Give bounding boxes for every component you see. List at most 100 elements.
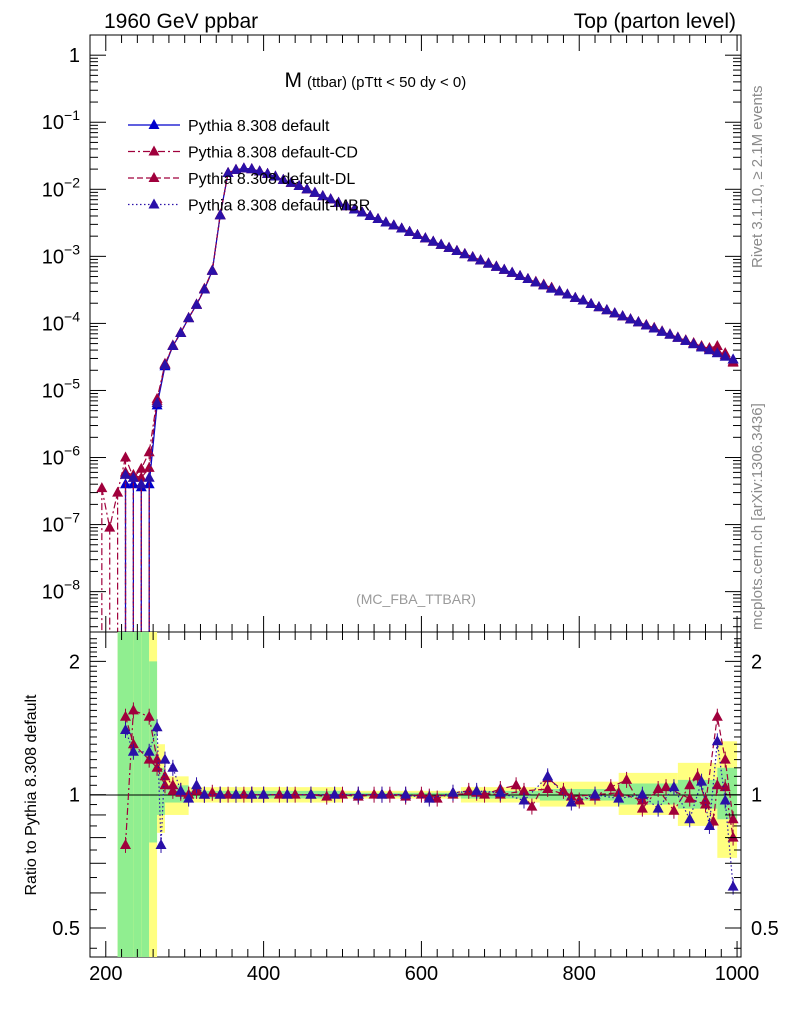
legend-marker xyxy=(148,198,160,209)
ratio-point xyxy=(573,794,585,805)
ratio-point xyxy=(589,788,601,799)
side-label-mcplots: mcplots.cern.ch [arXiv:1306.3436] xyxy=(749,403,766,630)
data-point xyxy=(490,260,502,271)
data-point xyxy=(143,471,155,482)
data-point xyxy=(443,241,455,252)
data-point xyxy=(356,206,368,217)
ratio-point xyxy=(565,796,577,807)
ratio-point xyxy=(151,753,163,764)
band-inner xyxy=(717,767,738,820)
data-point xyxy=(135,462,147,473)
data-point xyxy=(388,219,400,230)
plot-subtitle: (ttbar) (pTtt < 50 dy < 0) xyxy=(307,74,466,91)
ratio-point xyxy=(613,792,625,803)
ratio-series-2 xyxy=(120,719,739,895)
y-tick-label: 10−7 xyxy=(42,510,80,537)
data-point xyxy=(703,344,715,355)
ratio-point xyxy=(352,788,364,799)
band-inner xyxy=(149,661,158,843)
ratio-point xyxy=(711,779,723,790)
data-point xyxy=(656,325,668,336)
ratio-point xyxy=(542,782,554,793)
y-tick-label-exponent: −5 xyxy=(64,375,80,391)
x-tick-label: 400 xyxy=(247,963,280,985)
ratio-point xyxy=(621,773,633,784)
ratio-point xyxy=(719,781,731,792)
legend-marker xyxy=(148,119,160,129)
data-point xyxy=(688,338,700,349)
y-tick-label: 10−5 xyxy=(42,375,80,402)
main-y-ticks: 110−110−210−310−410−510−610−710−8 xyxy=(42,34,741,628)
data-point xyxy=(522,272,534,283)
data-point xyxy=(167,340,179,351)
y-tick-label: 10−3 xyxy=(42,241,80,268)
ratio-point xyxy=(652,802,664,813)
ratio-point xyxy=(684,779,696,790)
ratio-point xyxy=(222,788,234,799)
legend-entry-label: Pythia 8.308 default-CD xyxy=(188,145,358,162)
ratio-point xyxy=(719,753,731,764)
ratio-point xyxy=(376,788,388,799)
ratio-point xyxy=(668,781,680,792)
data-point xyxy=(625,313,637,324)
ratio-point xyxy=(494,786,506,797)
ratio-point xyxy=(668,804,680,815)
data-point xyxy=(459,248,471,259)
ratio-point xyxy=(699,798,711,809)
ratio-point xyxy=(329,788,341,799)
data-point xyxy=(593,301,605,312)
data-point xyxy=(175,326,187,337)
ratio-point xyxy=(518,784,530,795)
y-tick-label: 1 xyxy=(69,45,80,67)
data-point xyxy=(206,264,218,275)
data-point xyxy=(672,331,684,342)
data-point xyxy=(396,222,408,233)
data-point xyxy=(317,190,329,201)
ratio-point xyxy=(120,838,132,849)
band-inner xyxy=(157,767,165,815)
data-point xyxy=(411,229,423,240)
legend-entry-label: Pythia 8.308 default-DL xyxy=(188,171,355,188)
analysis-annotation: (MC_FBA_TTBAR) xyxy=(356,591,476,607)
ratio-point xyxy=(518,794,530,805)
ratio-point xyxy=(510,779,522,790)
data-point xyxy=(427,235,439,246)
ratio-panel: 0.5 0.5 1 1 2 2 Ratio to Pythia 8.308 default xyxy=(23,631,779,958)
ratio-point xyxy=(384,788,396,799)
ratio-point xyxy=(159,753,171,764)
y-tick-label: 10−8 xyxy=(42,577,80,604)
main-panel: 110−110−210−310−410−510−610−710−8 M (ttb… xyxy=(42,34,742,633)
data-point xyxy=(467,251,479,262)
plot-title: M xyxy=(285,69,303,92)
ratio-point xyxy=(198,788,210,799)
data-point xyxy=(561,288,573,299)
ratio-series-group xyxy=(120,702,739,895)
ratio-point xyxy=(289,788,301,799)
ratio-point xyxy=(605,781,617,792)
ratio-point xyxy=(151,761,163,772)
ratio-y-tick-label-left: 0.5 xyxy=(52,918,80,940)
ratio-point xyxy=(246,788,258,799)
data-point xyxy=(340,200,352,211)
legend-entry-label: Pythia 8.308 default-MBR xyxy=(188,198,370,215)
data-point xyxy=(514,269,526,280)
data-point xyxy=(569,291,581,302)
ratio-point xyxy=(463,784,475,795)
data-point xyxy=(727,353,739,364)
ratio-y-tick-label-right: 2 xyxy=(751,651,762,673)
ratio-point xyxy=(727,813,739,824)
data-point xyxy=(222,166,234,177)
ratio-point xyxy=(183,792,195,803)
x-axis-ticks: 200 400 600 800 1000 xyxy=(89,35,759,985)
legend-entry-label: Pythia 8.308 default xyxy=(188,118,330,135)
side-label-rivet: Rivet 3.1.10, ≥ 2.1M events xyxy=(749,86,766,269)
ratio-point xyxy=(423,792,435,803)
data-point xyxy=(198,283,210,294)
data-point xyxy=(498,263,510,274)
series-line xyxy=(101,167,734,528)
data-point xyxy=(120,468,132,479)
data-point xyxy=(632,316,644,327)
data-point xyxy=(230,163,242,174)
ratio-y-tick-label-left: 2 xyxy=(69,651,80,673)
